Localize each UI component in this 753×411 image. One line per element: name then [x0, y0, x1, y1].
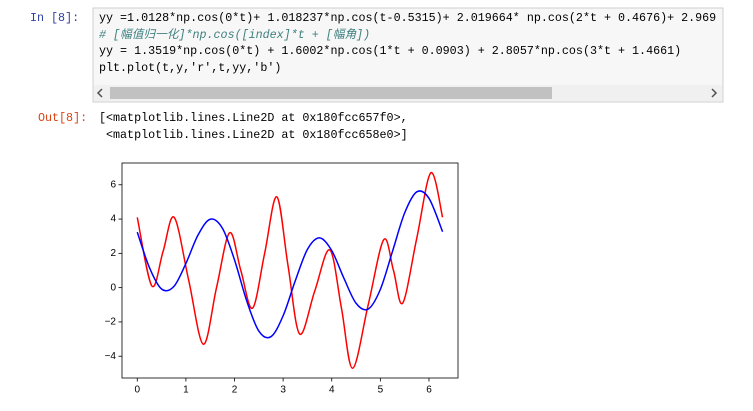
line-series	[136, 190, 444, 339]
x-tick-label: 2	[232, 385, 238, 396]
code-line: plt.plot(t,y,'r',t,yy,'b')	[99, 61, 281, 75]
code-comment: # [幅值归一化]*np.cos([index]*t + [幅角])	[99, 28, 370, 42]
output-text: [<matplotlib.lines.Line2D at 0x180fcc657…	[99, 111, 408, 125]
y-tick-label: 4	[110, 214, 116, 225]
output-text: <matplotlib.lines.Line2D at 0x180fcc658e…	[99, 128, 408, 142]
y-tick-label: 6	[110, 179, 116, 190]
x-tick-label: 4	[329, 385, 335, 396]
y-tick-label: −4	[105, 351, 117, 362]
x-tick-label: 6	[426, 385, 432, 396]
code-line: yy = 1.3519*np.cos(0*t) + 1.6002*np.cos(…	[99, 44, 681, 58]
plot-area	[121, 162, 459, 379]
scroll-left[interactable]	[96, 88, 103, 98]
x-tick-label: 5	[378, 385, 384, 396]
line-series	[136, 172, 444, 369]
y-tick-label: 0	[110, 282, 116, 293]
scroll-right[interactable]	[711, 88, 718, 98]
plot: 0 1 2 3 4 5 6 −4 −2 0 2 4 6	[105, 162, 459, 396]
y-tick-label: −2	[105, 317, 117, 328]
y-tick-label: 2	[110, 248, 116, 259]
x-tick-label: 1	[183, 385, 189, 396]
output-prompt: Out[8]:	[38, 111, 87, 125]
input-prompt: In [8]:	[30, 11, 79, 25]
x-tick-label: 3	[280, 385, 286, 396]
code-line: yy =1.0128*np.cos(0*t)+ 1.018237*np.cos(…	[99, 11, 716, 25]
scrollbar-thumb[interactable]	[110, 87, 552, 99]
x-tick-label: 0	[134, 385, 140, 396]
